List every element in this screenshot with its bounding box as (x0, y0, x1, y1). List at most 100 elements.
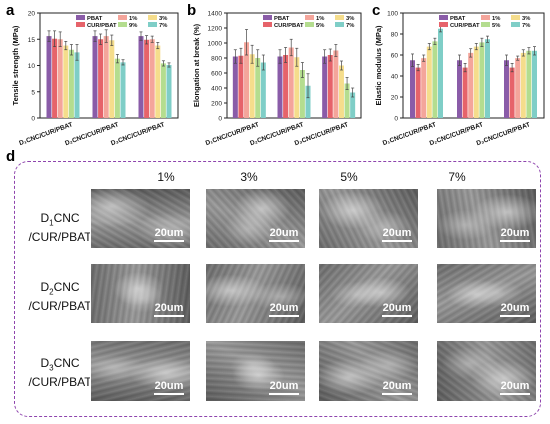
y-tick-label: 0 (394, 116, 398, 123)
legend-swatch (76, 15, 85, 20)
scale-bar: 20um (269, 381, 299, 395)
sem-image-d1-7: 20um (436, 188, 537, 249)
legend-label: 5% (316, 23, 324, 29)
bar (338, 65, 344, 118)
sem-col-label-2: 3% (240, 170, 258, 184)
legend-label: CUR/PBAT (87, 23, 117, 29)
legend-swatch (305, 15, 314, 20)
scale-bar: 20um (500, 228, 530, 242)
bar (288, 47, 294, 118)
y-tick-label: 1000 (208, 41, 223, 48)
y-tick-label: 20 (28, 11, 36, 18)
scale-bar: 20um (382, 381, 412, 395)
scale-bar: 20um (269, 303, 299, 317)
x-category-label: D₃CNC/CUR/PBAT (476, 121, 532, 147)
bar (232, 56, 238, 118)
bar (462, 67, 468, 118)
legend-swatch (118, 15, 127, 20)
legend-swatch (511, 22, 520, 27)
y-tick-label: 0 (31, 116, 35, 123)
legend-swatch (263, 22, 272, 27)
legend-swatch (335, 15, 344, 20)
panel-label-d: d (6, 148, 16, 165)
bar (457, 60, 462, 118)
bar (238, 55, 244, 118)
legend-swatch (305, 22, 314, 27)
bar (294, 57, 300, 118)
y-tick-label: 1400 (208, 11, 223, 18)
bar (120, 62, 126, 118)
plot-frame (226, 12, 362, 119)
sem-row-label-1: D1CNC/CUR/PBAT (28, 211, 92, 245)
sem-image-d3-1: 20um (90, 340, 191, 402)
legend-label: PBAT (87, 16, 103, 22)
legend-swatch (481, 15, 490, 20)
bar (98, 39, 104, 118)
bar (46, 36, 52, 118)
bar (160, 63, 166, 118)
bar (57, 39, 63, 118)
bar (485, 39, 490, 118)
scale-bar: 20um (154, 381, 184, 395)
legend-label: 5% (492, 23, 500, 29)
scale-bar: 20um (154, 228, 184, 242)
legend-label: PBAT (450, 16, 466, 22)
bar (255, 58, 261, 118)
legend-label: 3% (159, 16, 167, 22)
bar (305, 85, 311, 118)
y-tick-label: 0 (218, 116, 222, 123)
bar (92, 36, 98, 118)
y-tick-label: 10 (28, 63, 36, 70)
y-tick-label: 600 (211, 71, 222, 78)
y-tick-label: 40 (391, 74, 399, 81)
legend-label: 7% (346, 23, 354, 29)
plot-frame (402, 12, 545, 119)
bar (410, 60, 415, 118)
panel-label-a: a (6, 2, 15, 19)
y-tick-label: 80 (391, 32, 399, 39)
bar (63, 45, 69, 118)
y-axis-label: Elastic modulus (MPa) (374, 25, 383, 106)
legend-swatch (481, 22, 490, 27)
y-axis-label: Elongation at break (%) (192, 23, 201, 107)
sem-row-label-2: D2CNC/CUR/PBAT (28, 280, 92, 314)
scale-bar: 20um (382, 303, 412, 317)
legend-swatch (76, 22, 85, 27)
bar (244, 42, 250, 118)
legend-swatch (148, 15, 157, 20)
y-axis-label: Tensile strength (MPa) (11, 25, 20, 105)
y-tick-label: 200 (211, 101, 222, 108)
sem-panel-frame (14, 161, 541, 417)
bar (526, 50, 532, 118)
scale-bar: 20um (154, 303, 184, 317)
bar (283, 55, 289, 118)
bar (249, 54, 255, 118)
legend-label: 1% (316, 16, 324, 22)
y-tick-label: 800 (211, 56, 222, 63)
bar (103, 36, 109, 118)
y-tick-label: 60 (391, 53, 399, 60)
bar (479, 42, 485, 118)
scale-bar: 20um (269, 228, 299, 242)
legend-swatch (439, 22, 448, 27)
bar (327, 55, 333, 118)
scale-bar: 20um (500, 381, 530, 395)
sem-col-label-1: 1% (157, 170, 175, 184)
sem-image-d2-1: 20um (90, 263, 191, 324)
bar (520, 52, 526, 118)
legend-label: PBAT (274, 16, 290, 22)
y-tick-label: 15 (28, 37, 36, 44)
panel-label-b: b (187, 2, 197, 19)
legend-swatch (335, 22, 344, 27)
bar (333, 50, 339, 118)
y-tick-label: 5 (31, 89, 35, 96)
legend-label: CUR/PBAT (450, 23, 480, 29)
sem-image-d2-7: 20um (436, 263, 537, 324)
bar (515, 58, 521, 118)
sem-image-d3-7: 20um (436, 340, 537, 402)
bar (166, 64, 172, 118)
panel-label-c: c (372, 2, 381, 19)
scale-bar: 20um (382, 228, 412, 242)
